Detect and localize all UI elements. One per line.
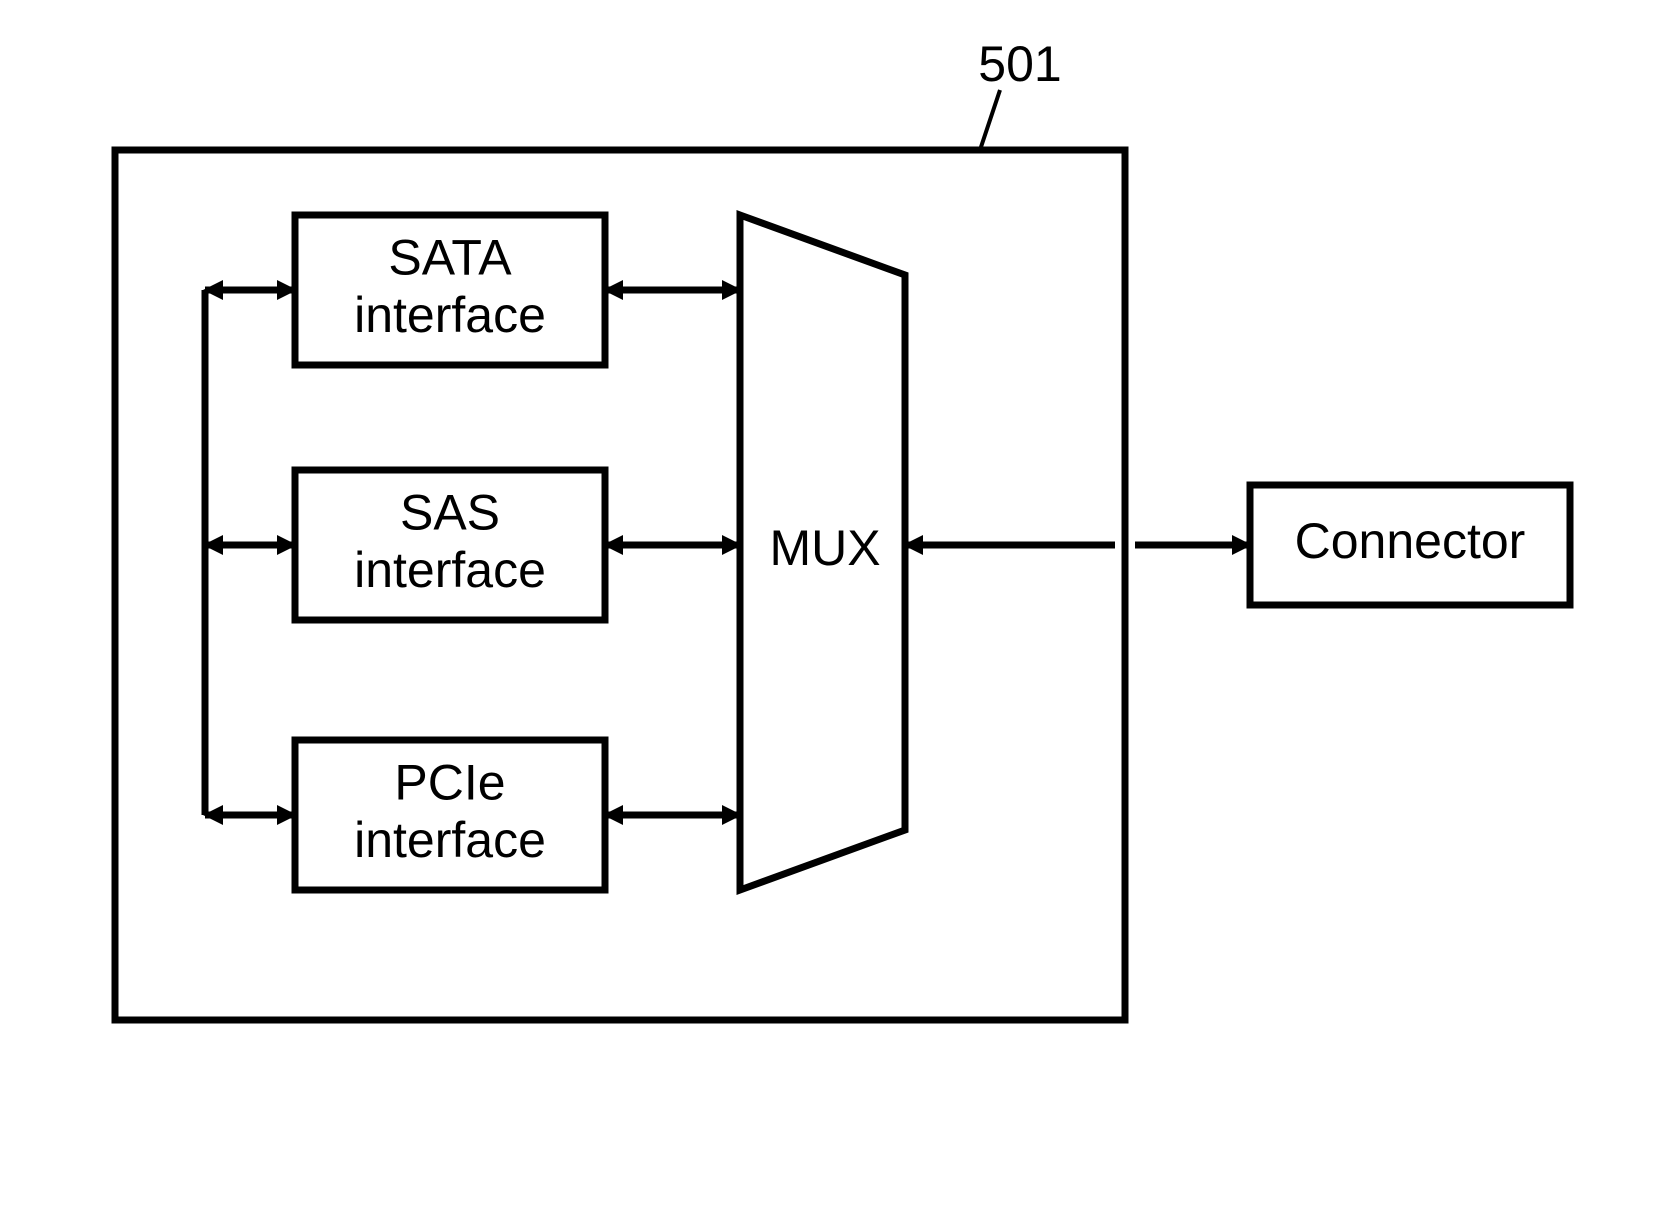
mux-label: MUX	[769, 520, 880, 576]
sata-interface-label-1: interface	[354, 287, 546, 343]
connector-label: Connector	[1295, 513, 1526, 569]
pcie-interface-label-0: PCIe	[394, 754, 505, 810]
sas-interface-label-0: SAS	[400, 484, 500, 540]
pcie-interface-label-1: interface	[354, 812, 546, 868]
ref-leader	[980, 90, 1000, 150]
container-box	[115, 150, 1125, 1020]
sata-interface-label-0: SATA	[388, 229, 512, 285]
ref-label: 501	[978, 36, 1061, 92]
sas-interface-label-1: interface	[354, 542, 546, 598]
